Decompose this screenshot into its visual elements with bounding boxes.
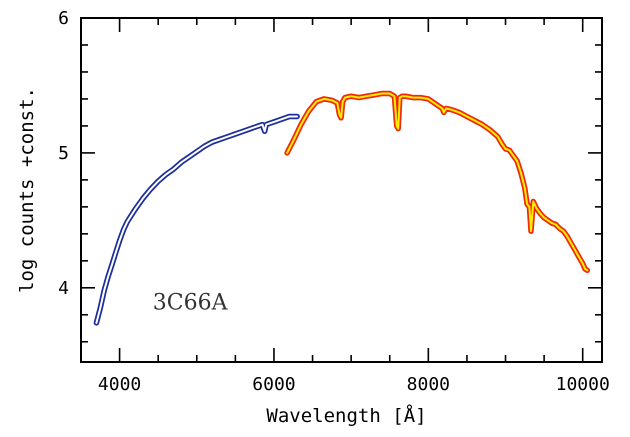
y-tick-label: 6 [58,8,69,29]
x-tick-label: 10000 [556,374,610,395]
x-tick-label: 8000 [407,374,450,395]
series-2-outline [284,90,591,274]
plot-frame [80,17,603,363]
series-1-line [95,115,299,324]
series-2-line [286,92,589,272]
x-tick-label: 6000 [252,374,295,395]
x-axis-label: Wavelength [Å] [266,404,426,427]
spectrum-series [93,90,591,326]
y-tick-label: 5 [58,143,69,164]
object-name-annotation: 3C66A [153,290,229,315]
y-tick-label: 4 [58,278,69,299]
tick-marks [80,17,602,362]
tick-labels: 4000 6000 8000 10000 4 5 6 [58,8,610,395]
x-tick-label: 4000 [98,374,141,395]
y-axis-label: log counts +const. [16,87,38,293]
